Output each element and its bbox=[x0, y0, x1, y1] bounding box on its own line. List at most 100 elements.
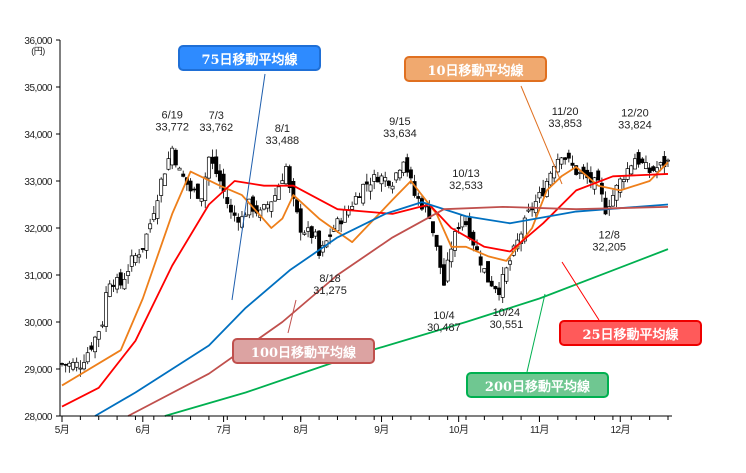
candle-body bbox=[133, 255, 138, 263]
candle-body bbox=[493, 286, 498, 290]
annotation-date: 6/19 bbox=[161, 110, 182, 122]
candle-body bbox=[306, 227, 311, 232]
annotation-value: 31,275 bbox=[313, 285, 347, 297]
candle-body bbox=[63, 363, 68, 366]
candle-body bbox=[111, 284, 116, 287]
candle-body bbox=[247, 198, 252, 216]
candle-body bbox=[353, 196, 358, 205]
legend-ma25: 25日移動平均線 bbox=[559, 320, 702, 346]
candle-body bbox=[434, 234, 439, 247]
candle-body bbox=[467, 217, 472, 239]
candle-body bbox=[118, 272, 123, 286]
candle-body bbox=[618, 178, 623, 193]
candle-body bbox=[309, 226, 314, 239]
candle-body bbox=[629, 165, 634, 175]
candle-body bbox=[383, 177, 388, 182]
candle-body bbox=[159, 178, 164, 196]
annotation-date: 10/24 bbox=[493, 307, 521, 319]
candle-body bbox=[82, 362, 86, 370]
candle-body bbox=[251, 196, 255, 212]
candle-body bbox=[228, 204, 233, 213]
candle-body bbox=[361, 183, 366, 204]
candle-body bbox=[210, 156, 215, 164]
legend-ma10: 10日移動平均線 bbox=[404, 56, 547, 82]
candle-body bbox=[401, 161, 406, 174]
candle-body bbox=[203, 176, 208, 201]
candle-body bbox=[166, 158, 171, 170]
y-tick-label: 35,000 bbox=[24, 83, 53, 94]
candle-body bbox=[280, 180, 285, 184]
candle-body bbox=[430, 221, 435, 234]
candle-body bbox=[100, 324, 105, 327]
candle-body bbox=[478, 256, 483, 266]
y-tick-label: 33,000 bbox=[24, 177, 53, 188]
candle-body bbox=[284, 166, 288, 185]
y-tick-label: 32,000 bbox=[24, 224, 53, 235]
candle-body bbox=[438, 245, 443, 268]
candle-body bbox=[640, 158, 645, 164]
annotation-value: 33,762 bbox=[199, 122, 233, 134]
x-tick-label: 8月 bbox=[293, 424, 308, 436]
candle-body bbox=[71, 362, 75, 370]
candle-body bbox=[419, 198, 424, 210]
candle-body bbox=[475, 246, 479, 251]
candle-body bbox=[486, 261, 490, 283]
candle-body bbox=[577, 171, 582, 174]
x-tick-label: 9月 bbox=[374, 424, 389, 436]
candle-body bbox=[644, 162, 648, 169]
candle-body bbox=[372, 174, 377, 182]
annotation-date: 8/18 bbox=[319, 273, 340, 285]
candle-body bbox=[394, 172, 399, 181]
ma-line-0 bbox=[61, 161, 669, 387]
candle-body bbox=[541, 187, 546, 197]
candle-body bbox=[497, 287, 502, 295]
candle-body bbox=[328, 234, 333, 237]
candles bbox=[60, 145, 670, 377]
y-unit-label: (円) bbox=[31, 46, 45, 56]
candle-body bbox=[137, 254, 142, 258]
candle-body bbox=[217, 170, 222, 182]
candle-body bbox=[464, 221, 468, 226]
candle-body bbox=[574, 165, 579, 175]
candle-body bbox=[291, 181, 296, 199]
candle-body bbox=[195, 183, 200, 199]
annotation-date: 11/20 bbox=[552, 106, 579, 118]
candle-body bbox=[386, 180, 391, 186]
annotation-value: 30,487 bbox=[427, 322, 461, 334]
candle-body bbox=[162, 173, 167, 186]
leader-ma100 bbox=[287, 299, 297, 334]
annotation-date: 7/3 bbox=[209, 110, 224, 122]
x-tick-label: 6月 bbox=[136, 424, 151, 436]
candle-body bbox=[621, 179, 626, 183]
candle-body bbox=[614, 184, 619, 201]
candle-body bbox=[173, 149, 178, 166]
legend-ma200: 200日移動平均線 bbox=[466, 372, 609, 398]
candle-body bbox=[298, 208, 303, 233]
candle-body bbox=[287, 166, 292, 189]
ma-line-2 bbox=[94, 201, 669, 417]
candle-body bbox=[482, 268, 487, 273]
ma-line-1 bbox=[61, 173, 669, 408]
candle-body bbox=[148, 223, 153, 230]
annotation-value: 33,772 bbox=[155, 122, 189, 134]
candle-body bbox=[647, 167, 652, 173]
candle-body bbox=[85, 352, 90, 363]
ma-line-4 bbox=[164, 248, 669, 417]
candle-body bbox=[504, 267, 509, 282]
candle-body bbox=[115, 277, 120, 290]
candle-body bbox=[390, 185, 395, 190]
candle-body bbox=[74, 361, 79, 368]
candle-body bbox=[563, 157, 568, 160]
candle-body bbox=[96, 331, 101, 340]
candle-body bbox=[140, 248, 145, 250]
candle-body bbox=[276, 186, 281, 200]
annotation-date: 10/13 bbox=[452, 168, 480, 180]
candle-body bbox=[522, 217, 527, 242]
candle-body bbox=[453, 231, 457, 251]
candle-body bbox=[265, 204, 270, 209]
x-tick-label: 10月 bbox=[449, 424, 469, 436]
y-tick-label: 28,000 bbox=[24, 412, 53, 423]
candle-body bbox=[313, 231, 318, 237]
x-tick-label: 5月 bbox=[55, 424, 70, 436]
